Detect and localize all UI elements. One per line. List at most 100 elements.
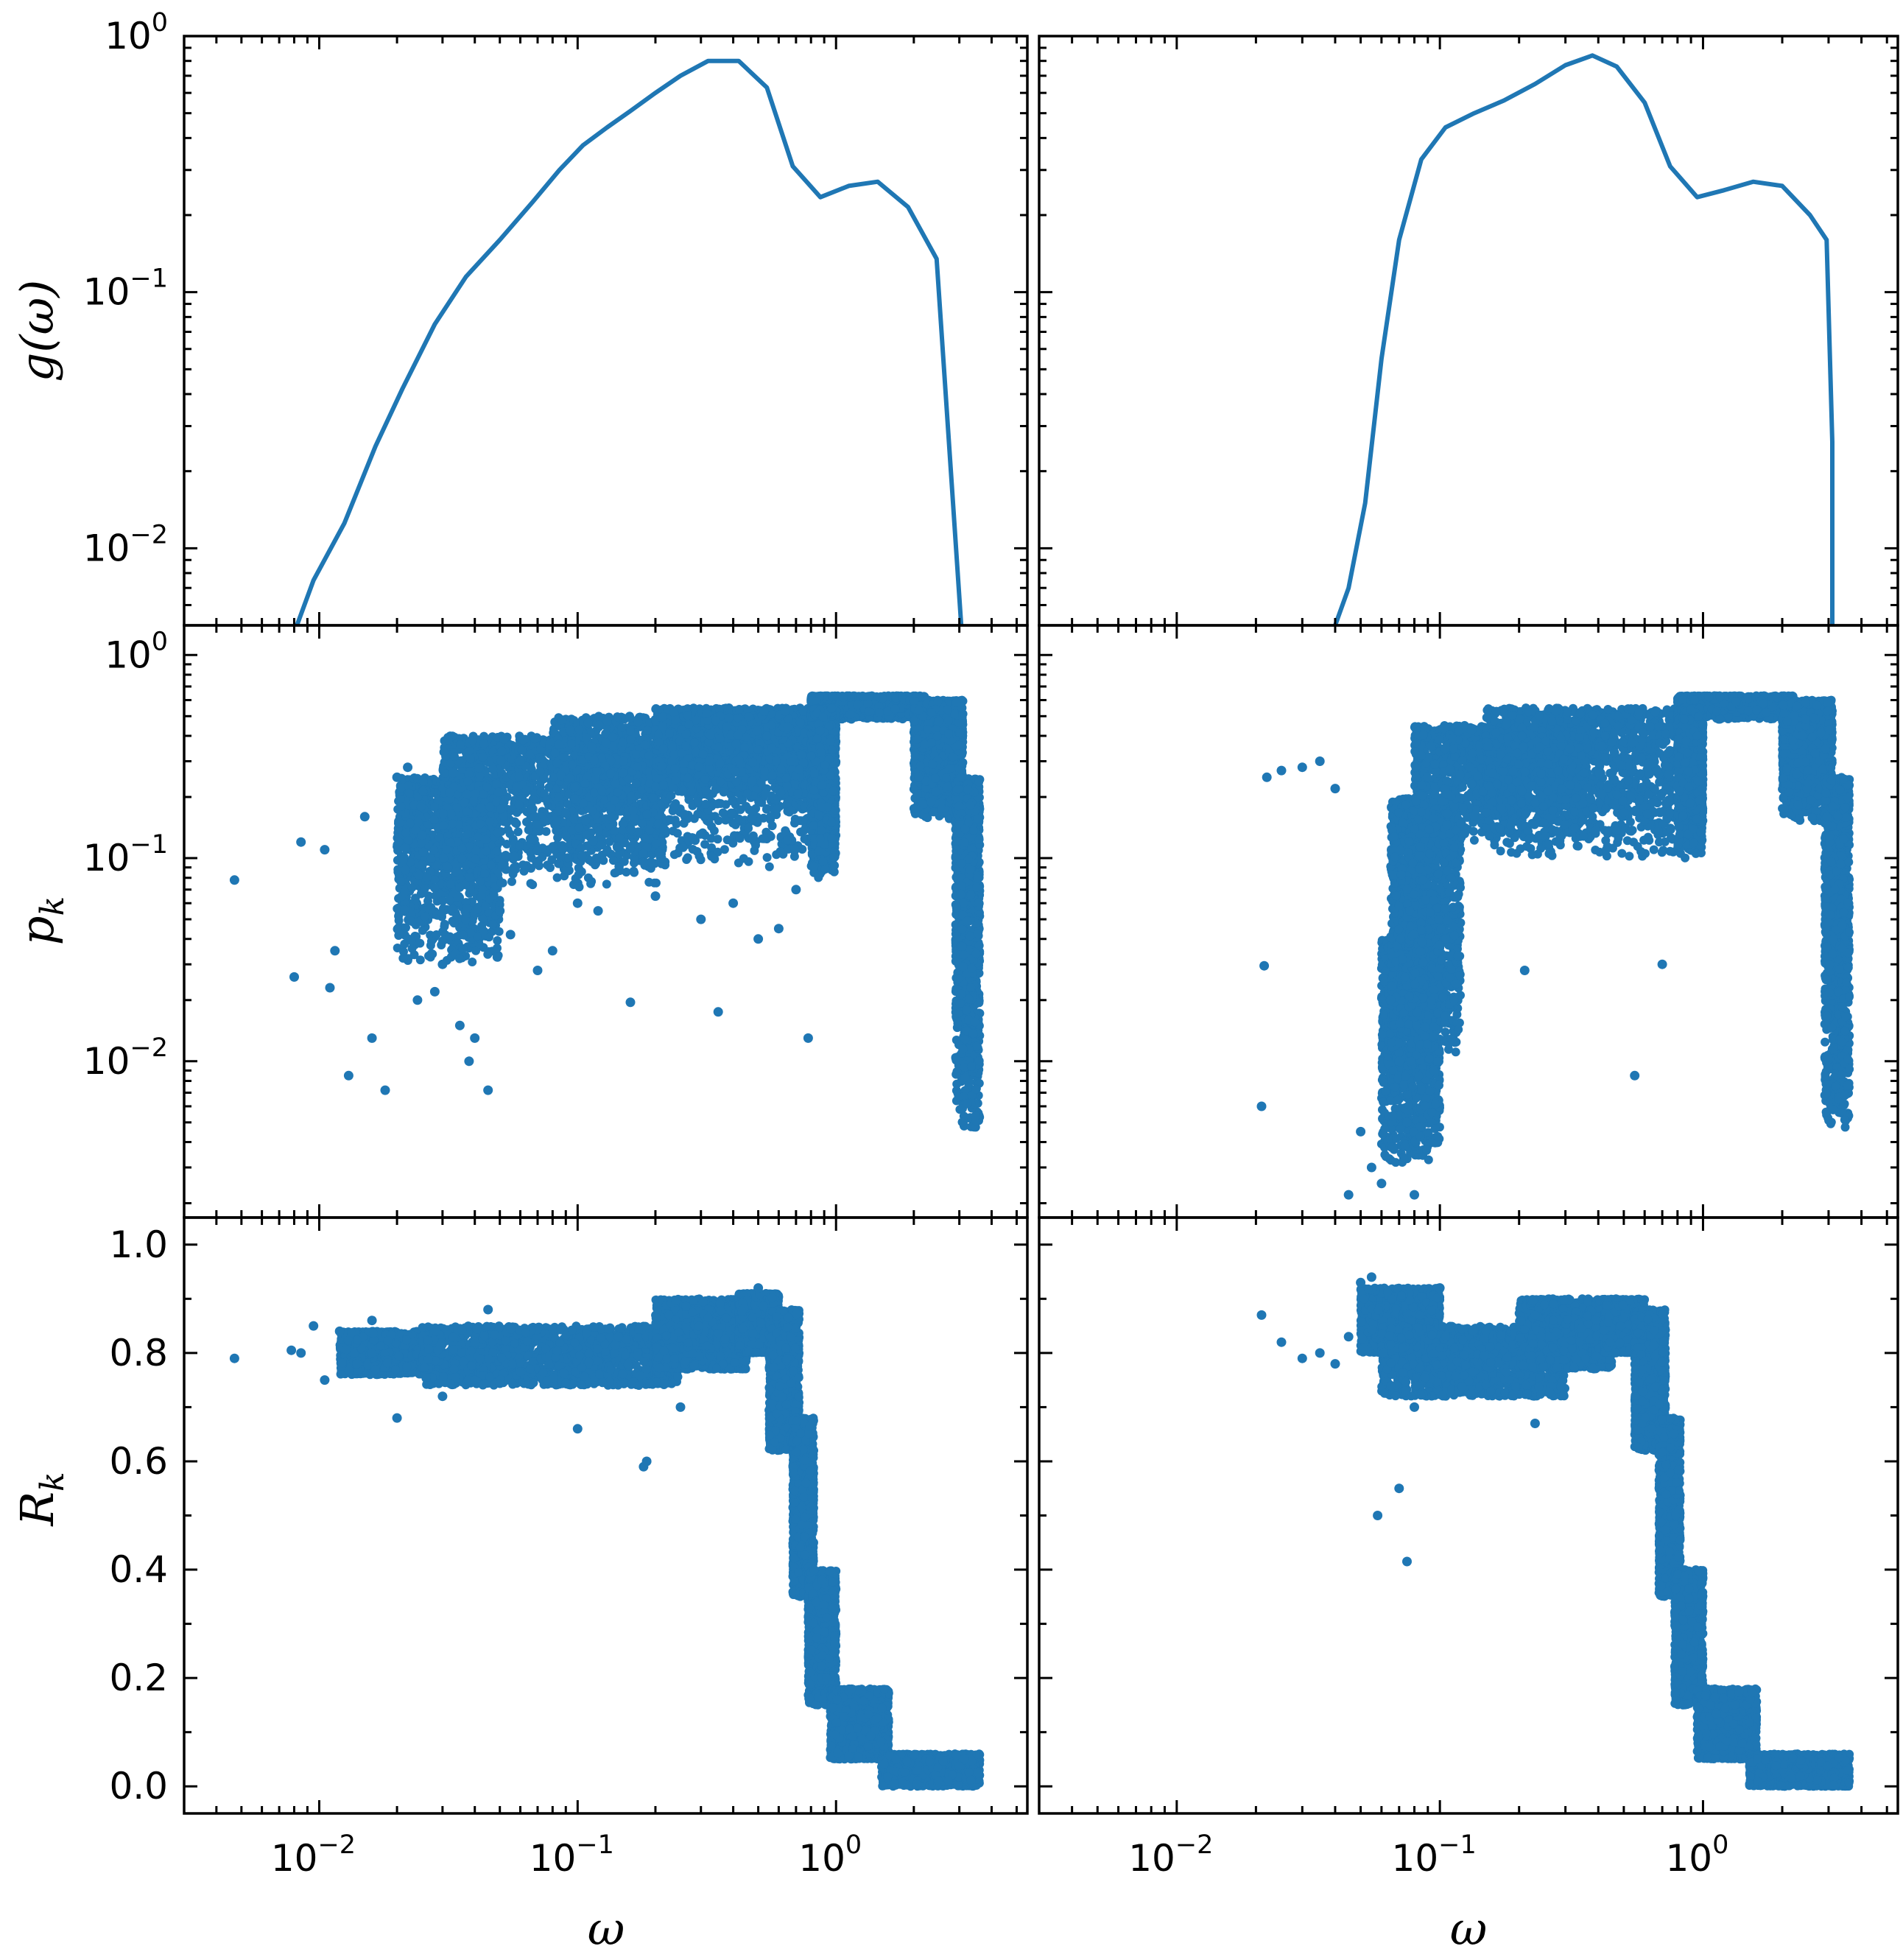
cloud-point <box>669 802 678 812</box>
cloud-point <box>426 949 436 958</box>
cloud-point <box>587 742 597 752</box>
cloud-point <box>439 748 449 756</box>
cloud-point <box>483 949 493 959</box>
cloud-point <box>422 873 432 882</box>
cloud-point <box>548 842 557 851</box>
cloud-point <box>532 857 541 867</box>
cloud-point <box>493 787 503 797</box>
cloud-point <box>618 768 627 778</box>
cloud-point <box>535 767 545 776</box>
cloud-point <box>762 853 772 863</box>
cloud-point <box>462 790 472 799</box>
cloud-point <box>481 835 490 844</box>
cloud-point <box>439 854 449 863</box>
cloud-point <box>526 879 535 888</box>
cloud-point <box>546 863 555 872</box>
cloud-point <box>651 839 661 849</box>
cloud-point <box>446 879 455 889</box>
series-line <box>1333 53 1835 625</box>
cloud-point <box>406 916 415 925</box>
cloud-point <box>462 807 471 816</box>
cloud-point <box>510 851 519 861</box>
cloud-point <box>619 857 629 866</box>
cloud-point <box>458 944 468 953</box>
cloud-point <box>489 891 499 900</box>
cloud-point <box>608 812 616 822</box>
cloud-point <box>530 734 540 744</box>
cloud-point <box>476 803 485 812</box>
cloud-point <box>429 846 439 855</box>
cloud-point <box>580 779 590 788</box>
cloud-point <box>485 817 495 826</box>
cloud-point <box>594 720 604 730</box>
plot-area-middle-left <box>229 691 985 1132</box>
cloud-point <box>407 944 417 953</box>
cloud-point <box>493 936 502 945</box>
cloud-point <box>565 773 574 783</box>
cloud-point <box>413 818 423 826</box>
cloud-point <box>633 762 642 771</box>
cloud-point <box>468 736 477 745</box>
cloud-point <box>448 904 457 913</box>
cloud-point <box>597 840 606 850</box>
cloud-point <box>640 833 650 843</box>
cloud-point <box>590 788 599 798</box>
cloud-point <box>539 789 549 798</box>
plot-area-top-right <box>1333 53 1835 625</box>
cloud-point <box>514 800 524 809</box>
plot-area-top-left <box>295 58 964 625</box>
cloud-point <box>461 916 471 925</box>
cloud-point <box>497 746 507 756</box>
cloud-point <box>465 754 475 764</box>
cloud-point <box>721 815 731 825</box>
cloud-point <box>659 823 669 833</box>
cloud-point <box>633 717 643 727</box>
cloud-point <box>586 879 596 888</box>
cloud-point <box>589 756 599 765</box>
cloud-point <box>465 872 474 882</box>
cloud-point <box>492 779 501 789</box>
cloud-point <box>574 725 584 734</box>
cloud-point <box>577 851 587 861</box>
cloud-point <box>775 847 785 856</box>
cloud-point <box>666 815 675 825</box>
cloud-point <box>601 738 611 748</box>
cloud-point <box>439 809 448 818</box>
cloud-point <box>396 801 406 811</box>
cloud-point <box>637 819 647 828</box>
cloud-point <box>418 787 428 796</box>
cloud-point <box>493 828 502 837</box>
cloud-point <box>468 958 477 966</box>
cloud-point <box>449 768 457 778</box>
cloud-point <box>450 752 459 762</box>
cloud-point <box>583 718 593 728</box>
cloud-point <box>748 815 757 824</box>
cloud-point <box>512 782 521 792</box>
cloud-point <box>457 854 467 863</box>
cloud-point <box>556 852 566 862</box>
cloud-point <box>482 782 492 792</box>
cloud-point <box>474 763 484 773</box>
cloud-point <box>782 835 792 845</box>
cloud-point <box>518 860 528 870</box>
cloud-point <box>557 715 567 725</box>
cloud-point <box>430 802 439 812</box>
cloud-point <box>644 751 654 760</box>
cloud-point <box>567 739 576 748</box>
cloud-point <box>457 843 467 853</box>
cloud-point <box>518 735 528 745</box>
cloud-point <box>701 799 711 809</box>
cloud-point <box>521 785 531 795</box>
cloud-point <box>550 748 560 758</box>
cloud-point <box>672 829 682 838</box>
cloud-point <box>581 816 591 826</box>
cloud-point <box>618 737 627 747</box>
cloud-point <box>394 916 404 925</box>
cloud-point <box>608 732 618 742</box>
point-cloud <box>393 691 985 1132</box>
cloud-point <box>418 926 427 935</box>
cloud-point <box>631 779 641 788</box>
cloud-point <box>496 804 506 814</box>
